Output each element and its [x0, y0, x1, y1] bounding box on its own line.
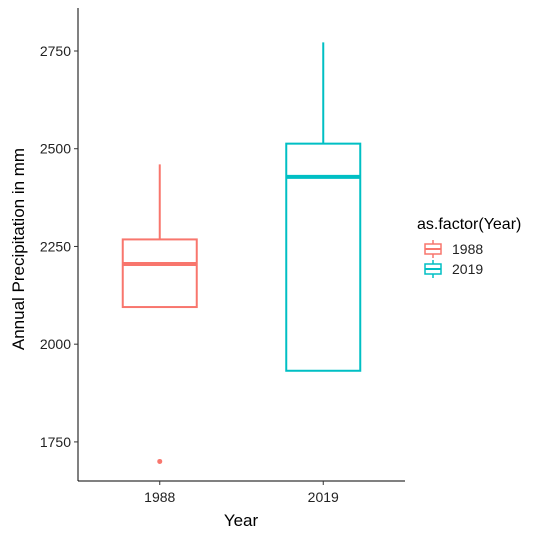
- box-2019: [285, 42, 362, 372]
- outlier-point: [157, 458, 163, 464]
- y-tick-label: 2750: [40, 43, 71, 59]
- y-tick-label: 2250: [40, 238, 71, 254]
- box-1988: [121, 164, 198, 464]
- legend-title: as.factor(Year): [417, 216, 521, 233]
- y-axis-title: Annual Precipitation in mm: [9, 148, 28, 350]
- legend-entry-2019: 2019: [424, 260, 483, 278]
- plot-area: 1750 2000 2250 2500 2750 1988 2019: [40, 8, 405, 505]
- x-axis-title: Year: [224, 511, 259, 530]
- legend-entry-1988: 1988: [424, 240, 483, 258]
- y-tick-label: 1750: [40, 434, 71, 450]
- legend-label: 1988: [452, 241, 483, 257]
- y-tick-label: 2000: [40, 336, 71, 352]
- x-tick-label: 2019: [308, 489, 339, 505]
- box-iqr: [285, 142, 362, 372]
- legend: as.factor(Year) 1988 2019: [417, 216, 521, 278]
- legend-label: 2019: [452, 261, 483, 277]
- box-iqr: [121, 238, 198, 309]
- x-tick-label: 1988: [144, 489, 175, 505]
- y-tick-label: 2500: [40, 141, 71, 157]
